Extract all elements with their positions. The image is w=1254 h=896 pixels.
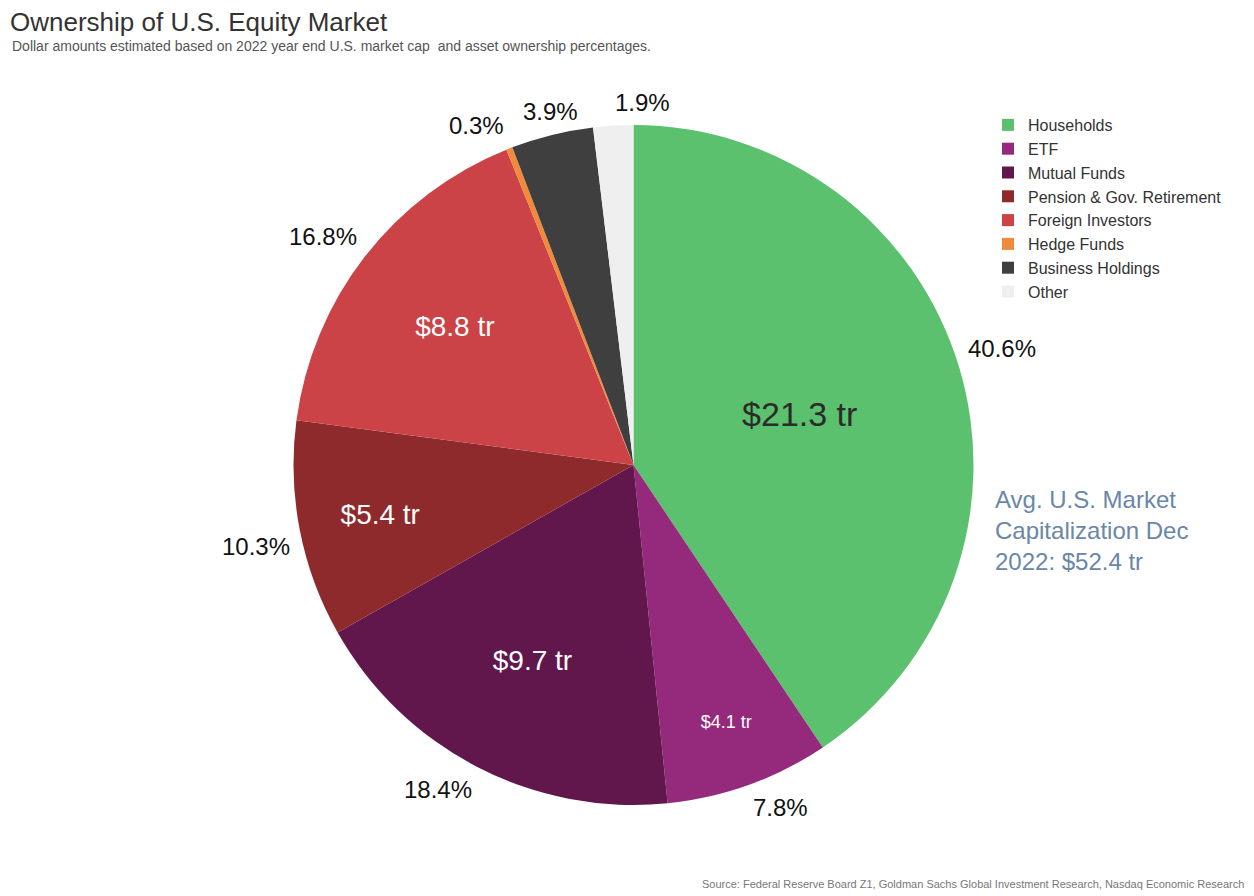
svg-text:Other: Other [1028,284,1069,301]
svg-text:10.3%: 10.3% [222,533,290,560]
svg-text:0.3%: 0.3% [449,112,504,139]
svg-text:1.9%: 1.9% [615,89,670,116]
svg-text:40.6%: 40.6% [968,335,1036,362]
svg-text:$8.8 tr: $8.8 tr [415,311,494,342]
svg-text:$21.3 tr: $21.3 tr [742,395,857,433]
svg-text:Hedge Funds: Hedge Funds [1028,236,1124,253]
svg-text:$4.1 tr: $4.1 tr [701,712,752,732]
svg-text:Pension & Gov. Retirement: Pension & Gov. Retirement [1028,189,1221,206]
svg-text:Ownership of U.S. Equity Marke: Ownership of U.S. Equity Market [10,7,388,37]
svg-text:Foreign Investors: Foreign Investors [1028,212,1152,229]
svg-text:Avg. U.S. MarketCapitalization: Avg. U.S. MarketCapitalization Dec2022: … [995,486,1188,575]
svg-text:18.4%: 18.4% [404,776,472,803]
svg-text:16.8%: 16.8% [289,223,357,250]
svg-text:$9.7 tr: $9.7 tr [493,645,572,676]
svg-text:ETF: ETF [1028,141,1058,158]
svg-text:Dollar amounts estimated based: Dollar amounts estimated based on 2022 y… [12,38,651,54]
svg-text:Households: Households [1028,117,1113,134]
svg-text:7.8%: 7.8% [753,794,808,821]
svg-text:3.9%: 3.9% [523,98,578,125]
svg-text:Source: Federal Reserve Board: Source: Federal Reserve Board Z1, Goldma… [702,878,1244,890]
svg-text:Business Holdings: Business Holdings [1028,260,1160,277]
svg-text:$5.4 tr: $5.4 tr [341,499,420,530]
svg-text:Mutual Funds: Mutual Funds [1028,165,1125,182]
